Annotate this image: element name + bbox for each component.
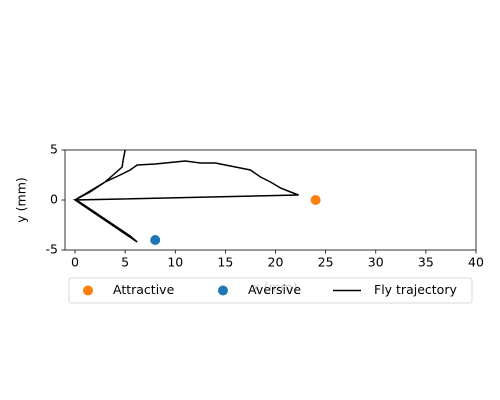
legend-box <box>68 277 473 304</box>
legend-marker <box>218 285 228 296</box>
x-tick-label: 15 <box>217 255 233 270</box>
scatter-point <box>310 195 321 205</box>
x-tick-label: 40 <box>468 255 484 270</box>
trajectory-line <box>72 150 299 243</box>
y-axis-label: y (mm) <box>14 177 29 222</box>
scatter-point <box>150 235 161 245</box>
x-tick-label: 5 <box>121 255 129 270</box>
y-tick-label: -5 <box>46 242 58 257</box>
legend: Attractive Aversive Fly trajectory <box>68 277 473 304</box>
legend-label: Aversive <box>248 282 301 297</box>
x-tick-label: 30 <box>368 255 384 270</box>
plot-area <box>72 150 321 245</box>
x-tick-label: 20 <box>268 255 284 270</box>
y-tick-label: 0 <box>50 192 58 207</box>
x-tick-label: 0 <box>71 255 79 270</box>
x-tick-label: 10 <box>167 255 183 270</box>
legend-label: Attractive <box>113 282 175 297</box>
legend-marker <box>83 285 93 296</box>
x-tick-label: 35 <box>418 255 434 270</box>
legend-label: Fly trajectory <box>374 282 457 297</box>
y-tick-label: 5 <box>50 142 58 157</box>
x-tick-label: 25 <box>318 255 334 270</box>
